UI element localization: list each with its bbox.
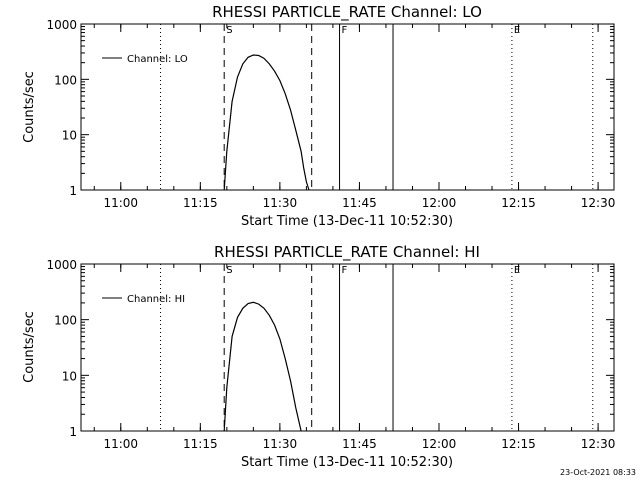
y-tick-label: 1000 [46,18,77,32]
x-tick-label: 11:00 [103,437,138,451]
panel-lo-frame [80,23,615,191]
marker-label: F [342,25,348,36]
y-tick-label: 1000 [46,258,77,272]
y-tick-label: 10 [62,129,77,143]
panel-hi-title: RHESSI PARTICLE_RATE Channel: HI [214,243,480,262]
x-tick-label: 12:15 [501,437,536,451]
panel-lo-legend-label: Channel: LO [127,54,188,65]
x-tick-label: 12:00 [422,196,457,210]
panel-hi-frame [80,263,615,432]
y-tick-label: 1 [69,184,77,198]
footer-timestamp: 23-Oct-2021 08:33 [560,468,636,477]
panel-lo-legend: Channel: LO [102,54,188,65]
panel-hi-legend-label: Channel: HI [127,294,185,305]
x-tick-label: 12:30 [581,196,616,210]
x-tick-label: 11:15 [183,437,218,451]
x-tick-label: 12:00 [422,437,457,451]
panel-lo-series [223,54,310,191]
panel-hi-ylabel: Counts/sec [22,311,37,383]
x-tick-label: 11:30 [263,196,298,210]
series-line [223,301,302,432]
panel-hi-series [223,301,302,432]
marker-label: E [514,265,520,276]
x-tick-label: 11:00 [103,196,138,210]
panel-lo-ticks: 11:00 11:15 11:30 11:45 12:00 12:15 12:30 1 10 10… [46,18,615,210]
panel-lo-title: RHESSI PARTICLE_RATE Channel: LO [212,3,482,22]
x-tick-label: 11:15 [183,196,218,210]
series-line [223,54,310,191]
panel-lo-ylabel: Counts/sec [22,71,37,143]
x-tick-label: 11:30 [263,437,298,451]
marker-label: E [514,25,520,36]
x-tick-label: 11:45 [342,437,377,451]
x-tick-label: 11:45 [342,196,377,210]
marker-label: S [226,25,232,36]
panel-hi-xlabel: Start Time (13-Dec-11 10:52:30) [241,455,453,470]
panel-hi-ticks: 11:00 11:15 11:30 11:45 12:00 12:15 12:30 1 10 10… [46,258,615,451]
panel-hi-legend: Channel: HI [102,294,185,305]
x-tick-label: 12:15 [501,196,536,210]
y-tick-label: 10 [62,369,77,383]
y-tick-label: 100 [54,73,77,87]
x-tick-label: 12:30 [581,437,616,451]
y-tick-label: 100 [54,314,77,328]
panel-lo-xlabel: Start Time (13-Dec-11 10:52:30) [241,214,453,229]
panel-hi: RHESSI PARTICLE_RATE Channel: HI 11:00 11… [22,243,615,470]
panel-lo: RHESSI PARTICLE_RATE Channel: LO 11:00 11… [22,3,615,229]
y-tick-label: 1 [69,425,77,439]
marker-label: F [342,265,348,276]
marker-label: S [226,265,232,276]
